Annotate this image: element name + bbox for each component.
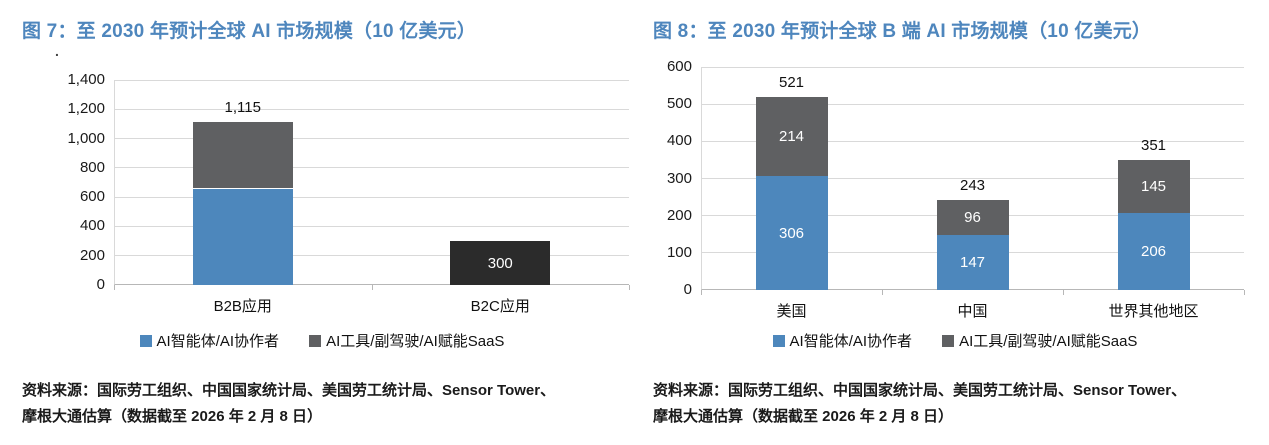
gridline bbox=[114, 79, 629, 81]
bar-segment-label: 145 bbox=[1140, 177, 1167, 195]
x-axis-tick-mark bbox=[371, 285, 373, 290]
x-axis-tick-mark bbox=[629, 285, 630, 290]
figure-8-legend: AI智能体/AI协作者 AI工具/副驾驶/AI赋能SaaS bbox=[653, 330, 1257, 351]
y-axis-tick-label: 1,400 bbox=[67, 71, 105, 88]
legend-swatch-icon bbox=[139, 334, 152, 347]
bar-segment: 300 bbox=[450, 241, 551, 285]
bar-segment-label: 147 bbox=[959, 254, 986, 272]
legend-item: AI工具/副驾驶/AI赋能SaaS bbox=[309, 330, 504, 351]
bar-segment: 96 bbox=[936, 199, 1009, 236]
figure-8-chart-canvas: 0 100 200 300 400 500 600 306 214 521 美国 147 96 243 中国… bbox=[653, 14, 1257, 438]
x-axis-category-label: B2C应用 bbox=[470, 298, 530, 315]
y-axis-tick-label: 400 bbox=[79, 217, 105, 235]
y-axis-tick-label: 500 bbox=[666, 95, 692, 113]
bar-segment-label: 214 bbox=[778, 127, 805, 145]
figure-8-source-note: 资料来源：国际劳工组织、中国国家统计局、美国劳工统计局、Sensor Tower… bbox=[653, 378, 1257, 430]
source-line-1: 资料来源：国际劳工组织、中国国家统计局、美国劳工统计局、Sensor Tower… bbox=[22, 382, 556, 399]
y-axis-tick-label: 600 bbox=[79, 188, 105, 206]
figure-8-panel: 图 8：至 2030 年预计全球 B 端 AI 市场规模（10 亿美元） 0 10… bbox=[653, 14, 1257, 438]
bar-segment-label: 300 bbox=[487, 254, 513, 272]
x-axis-category-label: 美国 bbox=[776, 303, 807, 320]
stray-period-mark: . bbox=[55, 43, 59, 59]
bar-total-label: 351 bbox=[1140, 136, 1167, 154]
source-line-2: 摩根大通估算（数据截至 2026 年 2 月 8 日） bbox=[653, 408, 954, 425]
legend-item: AI工具/副驾驶/AI赋能SaaS bbox=[942, 330, 1137, 351]
gridline bbox=[114, 255, 629, 257]
bar-segment: 145 bbox=[1117, 159, 1190, 214]
y-axis-tick-label: 1,000 bbox=[67, 129, 105, 147]
figure-7-source-note: 资料来源：国际劳工组织、中国国家统计局、美国劳工统计局、Sensor Tower… bbox=[22, 378, 622, 430]
figure-7-panel: 图 7：至 2030 年预计全球 AI 市场规模（10 亿美元） . 0 200 4… bbox=[22, 14, 630, 438]
legend-label: AI智能体/AI协作者 bbox=[156, 333, 280, 350]
bar-total-label: 243 bbox=[959, 176, 986, 194]
x-axis-tick-mark bbox=[1063, 290, 1064, 295]
bar-segment-label: 306 bbox=[778, 224, 805, 242]
bar-total-label: 1,115 bbox=[224, 98, 261, 116]
y-axis-tick-label: 800 bbox=[79, 158, 105, 176]
gridline bbox=[701, 140, 1244, 142]
source-line-1: 资料来源：国际劳工组织、中国国家统计局、美国劳工统计局、Sensor Tower… bbox=[653, 382, 1187, 399]
y-axis-tick-label: 300 bbox=[666, 169, 692, 187]
x-axis-tick-mark bbox=[701, 290, 702, 295]
bar-segment: 147 bbox=[936, 235, 1009, 290]
gridline bbox=[114, 167, 629, 169]
figure-7-legend: AI智能体/AI协作者 AI工具/副驾驶/AI赋能SaaS bbox=[22, 330, 622, 351]
legend-label: AI智能体/AI协作者 bbox=[789, 333, 913, 350]
figure-7-chart-canvas: 0 200 400 600 800 1,000 1,200 1,400 1,115 B2B应用 30… bbox=[22, 14, 630, 438]
bar-total-label: 521 bbox=[778, 73, 805, 91]
legend-swatch-icon bbox=[942, 334, 955, 347]
y-axis-tick-label: 1,200 bbox=[67, 100, 105, 118]
legend-label: AI工具/副驾驶/AI赋能SaaS bbox=[959, 333, 1138, 350]
plot-frame bbox=[114, 80, 629, 285]
bar-segment-label: 206 bbox=[1140, 243, 1167, 261]
gridline bbox=[701, 103, 1244, 105]
y-axis-tick-label: 200 bbox=[79, 246, 105, 264]
x-axis-tick-mark bbox=[1244, 290, 1245, 295]
legend-item: AI智能体/AI协作者 bbox=[772, 330, 913, 351]
y-axis-tick-label: 600 bbox=[666, 58, 692, 75]
x-axis-tick-mark bbox=[114, 285, 115, 290]
bar-segment: 214 bbox=[755, 96, 828, 177]
legend-swatch-icon bbox=[309, 334, 322, 347]
x-axis-category-label: B2B应用 bbox=[213, 298, 272, 315]
bar-segment-label: 96 bbox=[964, 209, 981, 226]
bar-segment bbox=[192, 121, 293, 189]
x-axis-category-label: 中国 bbox=[957, 303, 988, 320]
gridline bbox=[114, 225, 629, 227]
legend-item: AI智能体/AI协作者 bbox=[139, 330, 280, 351]
y-axis-tick-label: 0 bbox=[96, 276, 105, 293]
bar-segment: 206 bbox=[1117, 213, 1190, 290]
legend-swatch-icon bbox=[772, 334, 785, 347]
x-axis-category-label: 世界其他地区 bbox=[1108, 303, 1199, 320]
legend-label: AI工具/副驾驶/AI赋能SaaS bbox=[326, 333, 505, 350]
y-axis-tick-label: 200 bbox=[666, 206, 692, 224]
figure-8-title: 图 8：至 2030 年预计全球 B 端 AI 市场规模（10 亿美元） bbox=[653, 21, 1152, 42]
source-line-2: 摩根大通估算（数据截至 2026 年 2 月 8 日） bbox=[22, 408, 323, 425]
gridline bbox=[114, 196, 629, 198]
gridline bbox=[701, 66, 1244, 68]
bar-segment bbox=[192, 188, 293, 285]
bar-segment: 306 bbox=[755, 176, 828, 290]
x-axis-tick-mark bbox=[882, 290, 883, 295]
y-axis-tick-label: 400 bbox=[666, 132, 692, 150]
y-axis-tick-label: 100 bbox=[666, 243, 692, 261]
figure-7-title: 图 7：至 2030 年预计全球 AI 市场规模（10 亿美元） bbox=[22, 21, 477, 42]
gridline bbox=[701, 178, 1244, 179]
gridline bbox=[114, 108, 629, 110]
y-axis-tick-label: 0 bbox=[683, 281, 692, 298]
gridline bbox=[114, 138, 629, 140]
